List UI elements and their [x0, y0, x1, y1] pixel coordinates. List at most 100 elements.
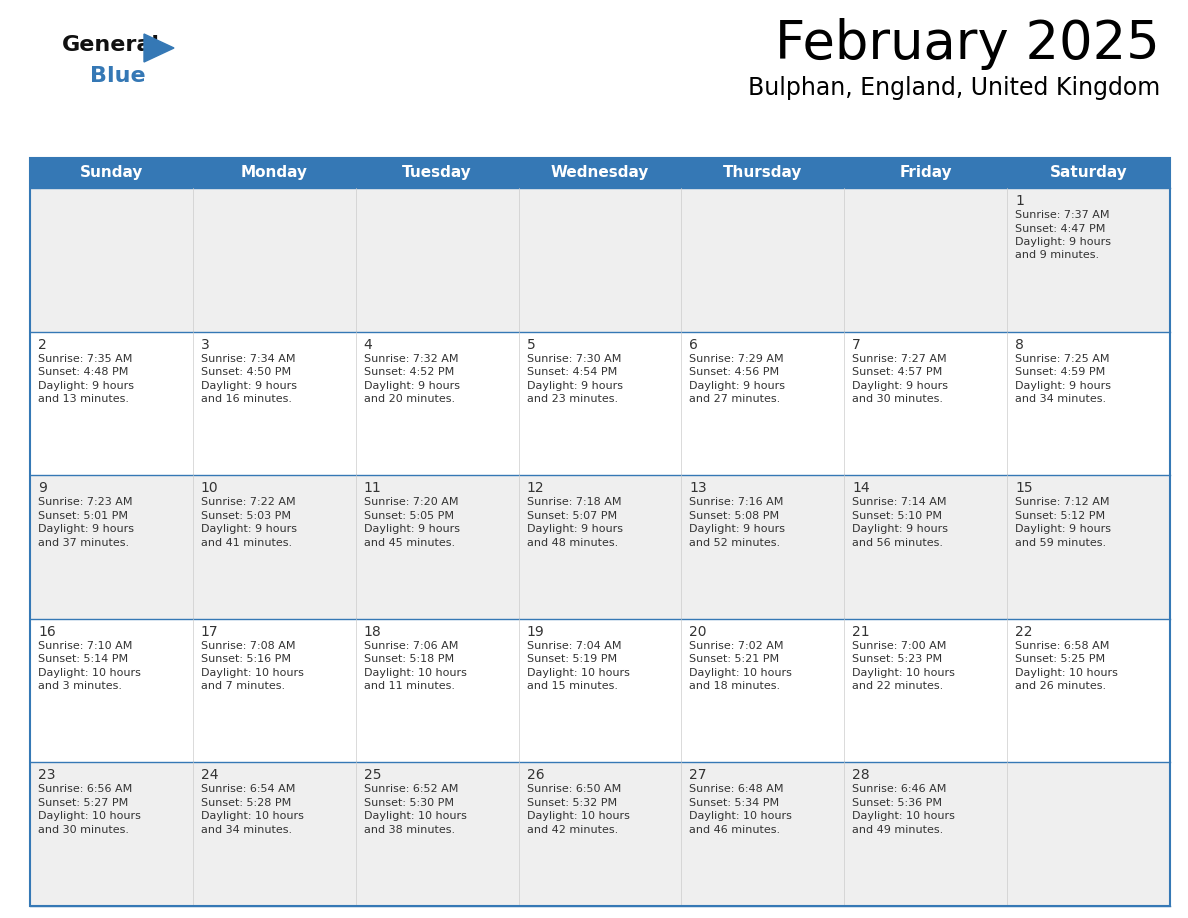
- Text: Sunset: 4:50 PM: Sunset: 4:50 PM: [201, 367, 291, 377]
- Text: Sunrise: 6:52 AM: Sunrise: 6:52 AM: [364, 784, 459, 794]
- Text: Sunrise: 7:08 AM: Sunrise: 7:08 AM: [201, 641, 296, 651]
- Text: Daylight: 9 hours: Daylight: 9 hours: [201, 381, 297, 390]
- Text: Blue: Blue: [90, 66, 146, 86]
- Text: Sunset: 5:36 PM: Sunset: 5:36 PM: [852, 798, 942, 808]
- Text: Sunrise: 7:06 AM: Sunrise: 7:06 AM: [364, 641, 459, 651]
- Text: Daylight: 10 hours: Daylight: 10 hours: [38, 812, 141, 822]
- Text: and 49 minutes.: and 49 minutes.: [852, 825, 943, 834]
- Text: Daylight: 10 hours: Daylight: 10 hours: [201, 812, 304, 822]
- Text: Sunrise: 6:58 AM: Sunrise: 6:58 AM: [1015, 641, 1110, 651]
- Text: 2: 2: [38, 338, 46, 352]
- Bar: [30, 763, 1170, 906]
- Text: Daylight: 10 hours: Daylight: 10 hours: [526, 812, 630, 822]
- Text: Daylight: 9 hours: Daylight: 9 hours: [1015, 381, 1111, 390]
- Text: Daylight: 9 hours: Daylight: 9 hours: [1015, 237, 1111, 247]
- Text: Daylight: 9 hours: Daylight: 9 hours: [1015, 524, 1111, 534]
- Text: Sunrise: 6:56 AM: Sunrise: 6:56 AM: [38, 784, 132, 794]
- Text: Sunset: 5:21 PM: Sunset: 5:21 PM: [689, 655, 779, 665]
- Text: 1: 1: [1015, 194, 1024, 208]
- Text: Sunrise: 7:00 AM: Sunrise: 7:00 AM: [852, 641, 947, 651]
- Text: Daylight: 9 hours: Daylight: 9 hours: [38, 524, 134, 534]
- Text: Sunrise: 7:23 AM: Sunrise: 7:23 AM: [38, 498, 133, 508]
- Text: Sunrise: 7:27 AM: Sunrise: 7:27 AM: [852, 353, 947, 364]
- Text: Daylight: 9 hours: Daylight: 9 hours: [364, 381, 460, 390]
- Text: Sunset: 4:52 PM: Sunset: 4:52 PM: [364, 367, 454, 377]
- Text: Sunset: 5:12 PM: Sunset: 5:12 PM: [1015, 510, 1105, 521]
- Bar: [30, 476, 1170, 619]
- Text: 11: 11: [364, 481, 381, 495]
- Text: Daylight: 10 hours: Daylight: 10 hours: [689, 812, 792, 822]
- Text: and 59 minutes.: and 59 minutes.: [1015, 538, 1106, 548]
- Text: Daylight: 9 hours: Daylight: 9 hours: [689, 381, 785, 390]
- Text: Daylight: 10 hours: Daylight: 10 hours: [364, 667, 467, 677]
- Text: Daylight: 10 hours: Daylight: 10 hours: [689, 667, 792, 677]
- Text: Sunrise: 6:48 AM: Sunrise: 6:48 AM: [689, 784, 784, 794]
- Text: Sunrise: 6:46 AM: Sunrise: 6:46 AM: [852, 784, 947, 794]
- Text: 7: 7: [852, 338, 861, 352]
- Text: Sunset: 4:57 PM: Sunset: 4:57 PM: [852, 367, 942, 377]
- Text: 14: 14: [852, 481, 870, 495]
- Text: Monday: Monday: [241, 165, 308, 181]
- Text: Sunset: 4:48 PM: Sunset: 4:48 PM: [38, 367, 128, 377]
- Text: and 11 minutes.: and 11 minutes.: [364, 681, 455, 691]
- Text: Sunset: 5:34 PM: Sunset: 5:34 PM: [689, 798, 779, 808]
- Text: Wednesday: Wednesday: [551, 165, 649, 181]
- Text: and 15 minutes.: and 15 minutes.: [526, 681, 618, 691]
- Text: 16: 16: [38, 625, 56, 639]
- Text: and 16 minutes.: and 16 minutes.: [201, 394, 292, 404]
- Text: and 30 minutes.: and 30 minutes.: [852, 394, 943, 404]
- Text: 27: 27: [689, 768, 707, 782]
- Text: 20: 20: [689, 625, 707, 639]
- Text: Sunrise: 7:20 AM: Sunrise: 7:20 AM: [364, 498, 459, 508]
- Text: Bulphan, England, United Kingdom: Bulphan, England, United Kingdom: [747, 76, 1159, 100]
- Text: and 34 minutes.: and 34 minutes.: [201, 825, 292, 834]
- Text: Daylight: 9 hours: Daylight: 9 hours: [526, 524, 623, 534]
- Text: Daylight: 9 hours: Daylight: 9 hours: [38, 381, 134, 390]
- Text: 13: 13: [689, 481, 707, 495]
- Text: Daylight: 10 hours: Daylight: 10 hours: [852, 812, 955, 822]
- Bar: [30, 619, 1170, 763]
- Text: Sunset: 5:10 PM: Sunset: 5:10 PM: [852, 510, 942, 521]
- Text: and 52 minutes.: and 52 minutes.: [689, 538, 781, 548]
- Text: Sunset: 4:47 PM: Sunset: 4:47 PM: [1015, 223, 1106, 233]
- Text: and 3 minutes.: and 3 minutes.: [38, 681, 122, 691]
- Text: and 42 minutes.: and 42 minutes.: [526, 825, 618, 834]
- Text: Sunrise: 7:10 AM: Sunrise: 7:10 AM: [38, 641, 132, 651]
- Text: and 56 minutes.: and 56 minutes.: [852, 538, 943, 548]
- Text: Sunrise: 7:18 AM: Sunrise: 7:18 AM: [526, 498, 621, 508]
- Text: Sunset: 5:30 PM: Sunset: 5:30 PM: [364, 798, 454, 808]
- Text: Sunrise: 7:25 AM: Sunrise: 7:25 AM: [1015, 353, 1110, 364]
- Text: Sunset: 5:07 PM: Sunset: 5:07 PM: [526, 510, 617, 521]
- Text: Sunset: 5:01 PM: Sunset: 5:01 PM: [38, 510, 128, 521]
- Text: Sunset: 5:08 PM: Sunset: 5:08 PM: [689, 510, 779, 521]
- Text: Daylight: 10 hours: Daylight: 10 hours: [201, 667, 304, 677]
- Text: 10: 10: [201, 481, 219, 495]
- Text: and 34 minutes.: and 34 minutes.: [1015, 394, 1106, 404]
- Text: Sunrise: 7:14 AM: Sunrise: 7:14 AM: [852, 498, 947, 508]
- Text: and 27 minutes.: and 27 minutes.: [689, 394, 781, 404]
- Text: Sunset: 5:18 PM: Sunset: 5:18 PM: [364, 655, 454, 665]
- Text: Sunday: Sunday: [80, 165, 143, 181]
- Text: Sunrise: 7:02 AM: Sunrise: 7:02 AM: [689, 641, 784, 651]
- Text: Daylight: 9 hours: Daylight: 9 hours: [364, 524, 460, 534]
- Text: Sunrise: 7:30 AM: Sunrise: 7:30 AM: [526, 353, 621, 364]
- Text: and 48 minutes.: and 48 minutes.: [526, 538, 618, 548]
- Text: Daylight: 10 hours: Daylight: 10 hours: [852, 667, 955, 677]
- Polygon shape: [144, 34, 173, 62]
- Text: and 45 minutes.: and 45 minutes.: [364, 538, 455, 548]
- Text: and 22 minutes.: and 22 minutes.: [852, 681, 943, 691]
- Text: 15: 15: [1015, 481, 1032, 495]
- Bar: [30, 158, 1170, 188]
- Text: and 7 minutes.: and 7 minutes.: [201, 681, 285, 691]
- Text: and 23 minutes.: and 23 minutes.: [526, 394, 618, 404]
- Text: and 37 minutes.: and 37 minutes.: [38, 538, 129, 548]
- Text: Friday: Friday: [899, 165, 952, 181]
- Text: Daylight: 9 hours: Daylight: 9 hours: [526, 381, 623, 390]
- Text: Sunrise: 7:32 AM: Sunrise: 7:32 AM: [364, 353, 459, 364]
- Text: and 30 minutes.: and 30 minutes.: [38, 825, 129, 834]
- Text: Sunset: 5:23 PM: Sunset: 5:23 PM: [852, 655, 942, 665]
- Text: Sunset: 5:32 PM: Sunset: 5:32 PM: [526, 798, 617, 808]
- Text: 5: 5: [526, 338, 536, 352]
- Text: 22: 22: [1015, 625, 1032, 639]
- Text: 6: 6: [689, 338, 699, 352]
